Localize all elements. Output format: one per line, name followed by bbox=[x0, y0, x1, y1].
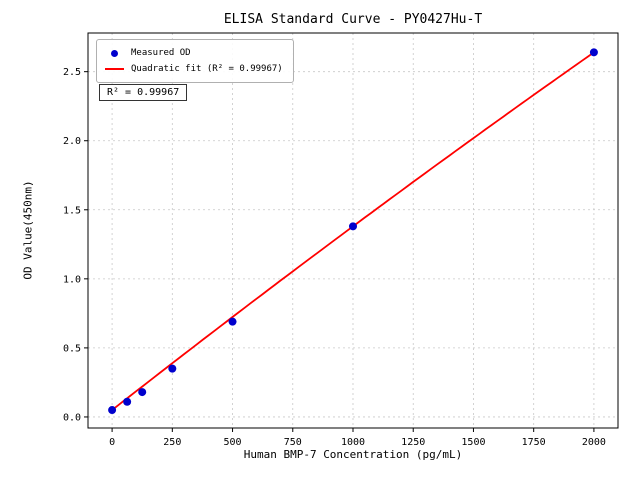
data-point bbox=[349, 222, 357, 231]
svg-text:0.5: 0.5 bbox=[63, 343, 81, 354]
legend: Measured OD Quadratic fit (R² = 0.99967) bbox=[96, 39, 294, 83]
data-point bbox=[108, 406, 117, 415]
svg-text:2000: 2000 bbox=[582, 437, 606, 448]
svg-text:750: 750 bbox=[284, 437, 302, 448]
tick-labels: 0 250 500 750 1000 1250 1500 1750 2000 0.0 0.5 1.0 1… bbox=[63, 67, 606, 448]
svg-text:1000: 1000 bbox=[341, 437, 365, 448]
svg-text:500: 500 bbox=[224, 437, 242, 448]
data-point bbox=[123, 397, 132, 406]
fit-line bbox=[111, 51, 595, 411]
data-point bbox=[589, 48, 598, 57]
svg-text:1.0: 1.0 bbox=[63, 274, 81, 285]
data-points bbox=[108, 48, 598, 415]
y-axis-label: OD Value(450nm) bbox=[21, 180, 35, 280]
tick-marks bbox=[84, 71, 595, 432]
legend-label: Measured OD bbox=[131, 48, 191, 58]
svg-text:1.5: 1.5 bbox=[63, 205, 81, 216]
chart-title: ELISA Standard Curve - PY0427Hu-T bbox=[223, 12, 483, 27]
data-point bbox=[228, 317, 237, 326]
r-squared-annotation: R² = 0.99967 bbox=[99, 84, 188, 101]
svg-text:2.0: 2.0 bbox=[63, 136, 81, 147]
legend-label: Quadratic fit (R² = 0.99967) bbox=[131, 64, 283, 74]
svg-text:0.0: 0.0 bbox=[63, 412, 81, 423]
legend-item-quadratic-fit: Quadratic fit (R² = 0.99967) bbox=[105, 61, 283, 77]
legend-item-measured-od: Measured OD bbox=[105, 45, 283, 61]
legend-line-marker-icon bbox=[105, 68, 124, 70]
svg-text:250: 250 bbox=[163, 437, 181, 448]
svg-text:1750: 1750 bbox=[522, 437, 546, 448]
data-point bbox=[168, 364, 177, 373]
svg-text:0: 0 bbox=[109, 437, 115, 448]
x-axis-label: Human BMP-7 Concentration (pg/mL) bbox=[243, 448, 463, 461]
svg-text:1500: 1500 bbox=[461, 437, 485, 448]
data-point bbox=[138, 388, 147, 397]
svg-text:2.5: 2.5 bbox=[63, 67, 81, 78]
legend-dot-marker-icon bbox=[111, 49, 118, 57]
svg-text:1250: 1250 bbox=[401, 437, 425, 448]
